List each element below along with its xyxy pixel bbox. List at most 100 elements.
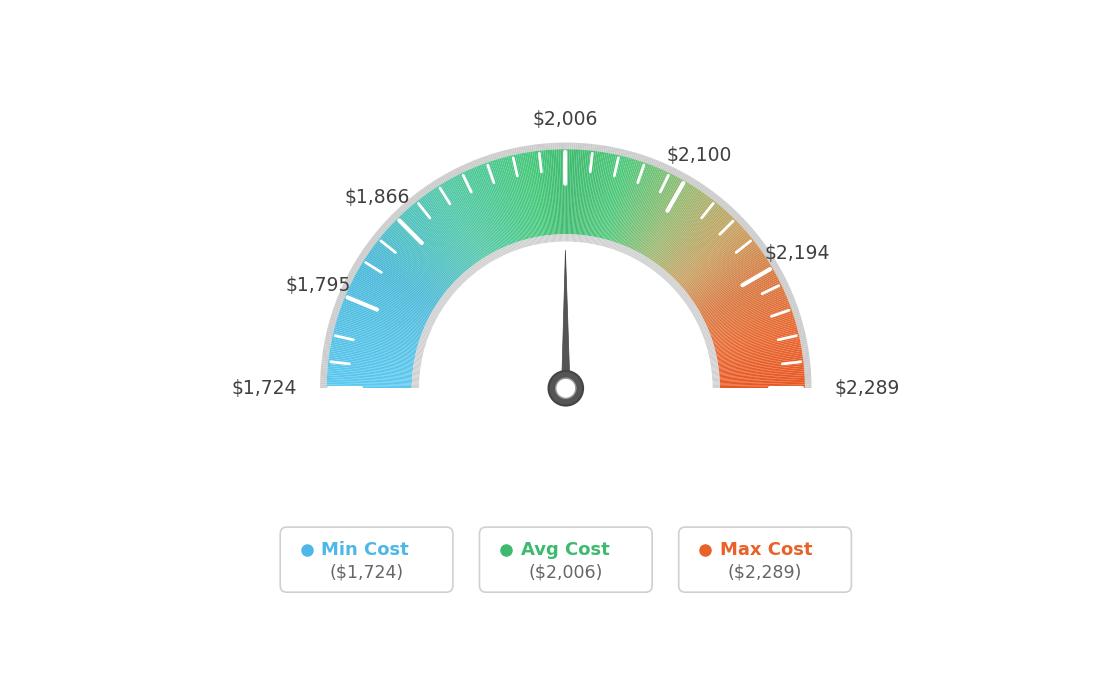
Wedge shape [378,228,384,235]
Wedge shape [643,257,647,264]
Wedge shape [388,228,452,286]
Wedge shape [799,335,806,338]
Wedge shape [683,233,749,289]
Wedge shape [660,199,714,267]
Wedge shape [422,332,429,335]
Wedge shape [699,268,774,312]
Wedge shape [614,161,641,242]
Wedge shape [529,152,543,236]
Wedge shape [467,163,470,170]
Wedge shape [496,250,500,257]
Wedge shape [802,350,809,353]
Wedge shape [676,286,682,292]
Wedge shape [567,143,570,149]
Wedge shape [713,316,794,343]
Wedge shape [499,249,503,256]
Wedge shape [371,237,376,244]
Wedge shape [667,208,724,273]
Wedge shape [677,222,739,282]
Wedge shape [673,284,680,290]
Wedge shape [485,156,488,163]
Wedge shape [637,176,678,252]
Wedge shape [599,145,603,152]
Wedge shape [570,149,573,235]
Wedge shape [425,194,476,264]
Wedge shape [425,325,432,329]
Wedge shape [689,245,758,297]
Wedge shape [556,149,561,235]
Wedge shape [574,235,575,242]
Wedge shape [803,354,809,357]
Wedge shape [457,175,497,251]
Wedge shape [712,379,720,380]
Wedge shape [339,293,346,297]
Wedge shape [625,150,629,157]
Wedge shape [412,375,420,377]
Wedge shape [765,252,772,257]
Wedge shape [676,221,737,281]
Wedge shape [342,302,422,334]
Wedge shape [704,338,712,342]
Wedge shape [720,377,805,382]
Wedge shape [805,375,811,377]
Wedge shape [559,149,562,235]
Wedge shape [657,195,708,264]
Wedge shape [616,148,619,155]
Wedge shape [418,343,426,346]
Wedge shape [565,143,567,149]
Wedge shape [713,319,795,345]
Wedge shape [556,143,559,150]
Wedge shape [720,383,805,386]
Wedge shape [745,226,752,232]
Wedge shape [463,273,468,280]
Wedge shape [365,244,372,249]
Wedge shape [718,347,802,363]
Wedge shape [694,181,699,188]
Wedge shape [714,195,720,201]
Wedge shape [457,279,463,284]
Wedge shape [656,161,660,168]
Wedge shape [684,236,751,291]
Wedge shape [771,262,777,266]
Wedge shape [327,370,412,377]
Wedge shape [473,265,478,272]
Wedge shape [449,179,491,254]
Wedge shape [681,294,688,299]
Wedge shape [725,205,731,211]
Wedge shape [415,356,423,359]
Wedge shape [714,325,797,349]
Wedge shape [437,178,443,184]
Wedge shape [794,316,802,319]
Wedge shape [531,145,534,152]
Wedge shape [322,352,329,355]
Wedge shape [764,250,771,255]
Wedge shape [341,287,348,292]
Wedge shape [626,168,661,247]
Wedge shape [720,381,805,384]
Wedge shape [712,384,720,385]
Wedge shape [434,308,440,313]
Wedge shape [459,276,466,282]
Wedge shape [331,313,339,316]
Wedge shape [735,215,741,221]
Wedge shape [417,348,424,351]
Wedge shape [711,309,792,338]
Wedge shape [792,308,799,313]
Wedge shape [654,160,658,167]
Wedge shape [692,180,698,186]
Wedge shape [788,298,795,302]
Wedge shape [357,271,432,314]
Wedge shape [402,213,461,276]
Wedge shape [708,293,786,328]
Wedge shape [479,165,511,244]
Wedge shape [459,174,498,250]
Wedge shape [500,248,505,255]
Wedge shape [613,242,616,250]
Wedge shape [669,210,726,275]
Wedge shape [505,150,508,157]
Wedge shape [433,188,481,260]
Wedge shape [583,235,585,243]
Wedge shape [402,204,407,210]
Wedge shape [431,313,438,317]
Wedge shape [657,267,662,274]
